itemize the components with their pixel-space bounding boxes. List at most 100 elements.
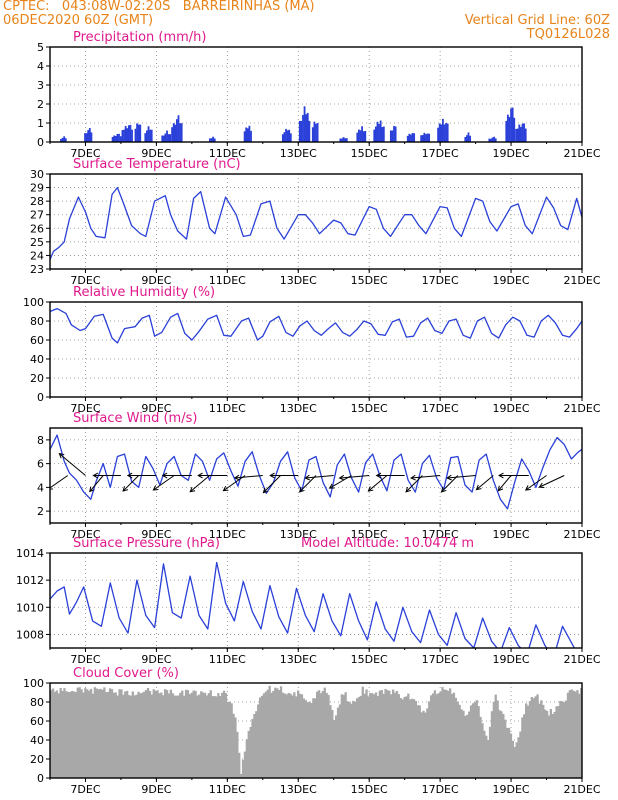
cloud-bar xyxy=(373,694,376,778)
cloud-bar xyxy=(213,696,216,778)
precip-bar xyxy=(116,133,119,142)
cloud-bar xyxy=(139,693,142,778)
pressure-ytick-label: 1014 xyxy=(16,547,44,560)
cloud-bar xyxy=(215,696,218,778)
cloud-bar xyxy=(378,690,381,778)
cloud-bar xyxy=(55,690,58,778)
precip-xtick-label: 15DEC xyxy=(351,147,388,160)
wind-xtick-label: 17DEC xyxy=(422,528,459,541)
cloud-bar xyxy=(152,689,155,778)
cloud-bar xyxy=(568,690,571,778)
cloud-bar xyxy=(500,711,503,778)
cloud-bar xyxy=(69,691,72,778)
rh-frame xyxy=(49,301,583,398)
wind-arrow-head xyxy=(440,486,447,493)
precip-bar xyxy=(311,127,314,142)
cloud-bar xyxy=(346,701,349,778)
precip-bar xyxy=(420,135,423,142)
cloud-bar xyxy=(393,692,397,778)
wind-arrow-head xyxy=(197,472,203,479)
precip-bar xyxy=(425,134,427,142)
precip-bar xyxy=(281,134,284,142)
precip-xtick-label: 7DEC xyxy=(70,147,100,160)
precip-bar xyxy=(466,135,468,142)
cloud-bar xyxy=(127,695,131,778)
wind-arrow-shaft xyxy=(339,475,370,479)
precip-frame xyxy=(49,46,583,143)
cloud-bar xyxy=(148,690,152,778)
cloud-bar xyxy=(82,692,85,778)
cloud-bar xyxy=(243,751,247,778)
wind-arrow-head xyxy=(475,484,482,491)
cloud-bar xyxy=(150,694,153,778)
cloud-bar xyxy=(509,733,513,778)
rh-series-line xyxy=(50,307,582,344)
cloud-bar xyxy=(456,701,459,778)
precip-bar xyxy=(511,107,514,142)
cloud-bar xyxy=(122,694,125,778)
precip-bar xyxy=(84,133,86,142)
cloud-bar xyxy=(335,715,338,778)
precip-bar xyxy=(493,136,496,142)
cloud-bar xyxy=(342,694,345,778)
cloud-xtick-label: 17DEC xyxy=(422,783,459,796)
cloud-bar xyxy=(530,697,533,778)
wind-arrow-head xyxy=(538,482,545,488)
cloud-bar xyxy=(95,688,98,778)
wind-arrow-shaft xyxy=(539,475,565,488)
wind-frame xyxy=(49,427,583,524)
cloud-bar xyxy=(386,690,389,778)
cloud-bar xyxy=(266,689,269,778)
wind-arrow-head xyxy=(92,472,99,479)
precip-panel: 0 1 2 3 4 5 7DEC 9DEC 11DEC 13DEC 15DEC 17DEC 19DEC 2… xyxy=(37,30,601,160)
precip-bar xyxy=(411,133,414,142)
cloud-bar xyxy=(255,711,258,778)
pressure-annotation: Model Altitude: 10.0474 m xyxy=(301,536,474,551)
cloud-bar xyxy=(217,693,220,778)
precip-xtick-label: 11DEC xyxy=(209,147,246,160)
wind-arrow-shaft xyxy=(447,475,476,479)
cloud-bar xyxy=(298,693,302,778)
cloud-bar xyxy=(196,695,199,778)
cloud-bar xyxy=(268,685,271,778)
cloud-bar xyxy=(278,690,281,778)
wind-arrow-shaft xyxy=(50,475,69,489)
cloud-bar xyxy=(51,688,55,778)
cloud-bar xyxy=(487,740,490,778)
precip-bar xyxy=(303,106,306,142)
cloud-bar xyxy=(72,691,76,778)
cloud-bar xyxy=(205,695,209,778)
cloud-bar xyxy=(173,695,176,778)
cloud-bar xyxy=(279,686,283,778)
wind-title: Surface Wind (m/s) xyxy=(73,411,197,426)
wind-arrow-head xyxy=(375,472,382,479)
precip-bar xyxy=(121,130,124,142)
cloud-bar xyxy=(80,689,83,778)
precip-data xyxy=(60,106,527,142)
precip-bar xyxy=(210,138,213,142)
cloud-bar xyxy=(183,695,186,778)
cloud-bar xyxy=(545,710,549,778)
cloud-bar xyxy=(538,703,541,778)
precip-bar xyxy=(285,128,287,142)
precip-ytick-label: 5 xyxy=(37,41,44,54)
precip-bar xyxy=(374,126,377,142)
cloud-bar xyxy=(192,690,195,778)
cloud-bar xyxy=(479,716,482,778)
cloud-bar xyxy=(376,696,380,778)
precip-bar xyxy=(119,136,122,142)
cloud-bar xyxy=(475,700,478,778)
cloud-bar xyxy=(536,694,539,778)
cloud-bar xyxy=(431,693,435,778)
precip-bar xyxy=(126,128,129,142)
precip-xtick-label: 13DEC xyxy=(280,147,317,160)
rh-ytick-label: 20 xyxy=(30,372,44,385)
cloud-bar xyxy=(103,687,106,778)
temp-title: Surface Temperature (nC) xyxy=(73,157,241,172)
cloud-bar xyxy=(112,692,115,778)
rh-data xyxy=(50,307,582,344)
cloud-bar xyxy=(297,690,300,778)
cloud-bar xyxy=(540,700,543,778)
wind-data xyxy=(50,434,582,510)
